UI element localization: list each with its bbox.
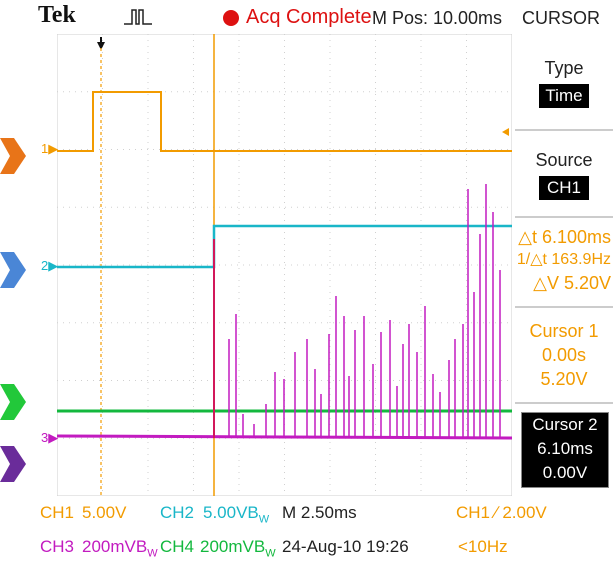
inverse-delta-t-readout: 1/△t 163.9Hz <box>516 251 611 268</box>
ch1-trace <box>57 91 512 152</box>
ch4-arrow-icon <box>0 384 26 420</box>
brand-logo: Tek <box>38 2 76 28</box>
cursor-menu-panel: Type Time Source CH1 △t 6.100ms 1/△t 163… <box>515 36 613 498</box>
delta-t-readout: △t 6.100ms <box>518 227 611 247</box>
status-bar: Tek Acq Complete M Pos: 10.00ms CURSOR <box>0 0 616 36</box>
cursor1-volt: 5.20V <box>540 369 588 389</box>
ch1-arrow-icon <box>0 138 26 174</box>
acq-status-text: Acq Complete <box>246 6 372 28</box>
ch3-ground-marker: 3▶ <box>41 430 59 445</box>
ch2-ground-marker: 2▶ <box>41 258 59 273</box>
datetime-readout: 24-Aug-10 19:26 <box>282 537 409 556</box>
pulse-trigger-icon <box>124 9 152 25</box>
timebase-readout: M 2.50ms <box>282 503 357 522</box>
ch3-trace <box>57 184 512 440</box>
trigger-slope-icon: ∕ <box>494 503 498 522</box>
ch2-label: CH2 <box>160 503 195 522</box>
cursor1-time: 0.00s <box>541 345 587 365</box>
trigger-level-arrow-icon <box>502 128 509 136</box>
ch1-scale: 5.00V <box>82 503 127 522</box>
cursor2-label: Cursor 2 <box>532 415 598 434</box>
ch2-arrow-icon <box>0 252 26 288</box>
ch3-label: CH3 <box>40 537 75 556</box>
source-label: Source <box>535 150 593 170</box>
menu-title: CURSOR <box>522 8 601 28</box>
cursor2-volt: 0.00V <box>542 463 588 482</box>
cursor2-time: 6.10ms <box>537 439 593 458</box>
ch3-arrow-icon <box>0 446 26 482</box>
ch1-label: CH1 <box>40 503 75 522</box>
ch1-ground-marker: 1▶ <box>41 141 59 156</box>
trigger-readout: CH1 ∕ 2.00V <box>456 503 547 522</box>
ch2-scale: 5.00VBW <box>203 503 270 526</box>
cursor1-label[interactable]: Cursor 1 <box>529 321 599 341</box>
cursor2-button[interactable]: Cursor 2 6.10ms 0.00V <box>521 412 609 488</box>
waveform-display[interactable] <box>57 34 512 496</box>
type-label: Type <box>544 58 584 78</box>
delta-v-readout: △V 5.20V <box>533 273 611 293</box>
type-value-button[interactable]: Time <box>539 84 589 108</box>
trigger-position-arrow-icon <box>97 42 105 50</box>
trigger-frequency-readout: <10Hz <box>458 537 508 556</box>
acq-status-dot-icon <box>223 10 239 26</box>
source-value-button[interactable]: CH1 <box>539 176 589 200</box>
ch4-label: CH4 <box>160 537 195 556</box>
ch4-scale: 200mVBW <box>200 537 276 560</box>
horizontal-position-readout: M Pos: 10.00ms <box>372 8 503 28</box>
ch3-scale: 200mVBW <box>82 537 158 560</box>
